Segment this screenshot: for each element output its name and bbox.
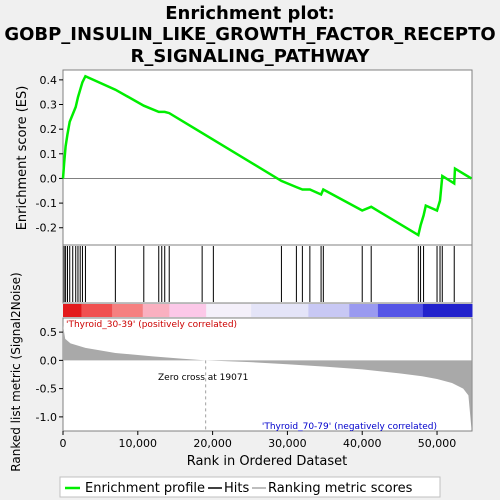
color-bar-segment [206,304,252,317]
legend-box [59,476,441,498]
color-bar-segment [377,304,424,317]
x-tick-label: 50,000 [418,437,457,450]
x-tick-label: 40,000 [343,437,382,450]
x-tick-label: 10,000 [119,437,158,450]
x-tick-label: 0 [60,437,67,450]
es-y-axis: -0.2 -0.1 0.0 0.1 0.2 0.3 0.4 [36,74,63,235]
hits-marks [63,246,455,302]
legend-enrichment-label: Enrichment profile [85,481,205,496]
positive-correlation-label: 'Thyroid_30-39' (positively correlated) [66,320,237,330]
x-axis: 0 10,000 20,000 30,000 40,000 50,000 [60,431,457,450]
es-y-tick-label: -0.1 [36,197,57,210]
es-y-tick-label: -0.2 [36,222,57,235]
x-axis-label: Rank in Ordered Dataset [187,454,348,469]
metric-y-axis-label: Ranked list metric (Signal2Noise) [9,272,23,471]
es-y-tick-label: 0.0 [40,172,58,185]
zero-cross-label: Zero cross at 19071 [158,373,248,383]
hits-panel [62,244,473,304]
chart-title-line3: R_SIGNALING_PATHWAY [130,46,370,67]
metric-y-tick-label: -1.0 [36,411,57,424]
color-bar-segment [112,304,144,317]
metric-y-tick-label: -0.5 [36,383,57,396]
x-tick-label: 30,000 [268,437,307,450]
es-y-axis-label: Enrichment score (ES) [15,86,30,231]
metric-y-axis: -1.0 -0.5 0.0 0.5 [36,326,63,424]
x-tick-label: 20,000 [193,437,232,450]
color-bar-segment [142,304,170,317]
color-bar-segment [169,304,207,317]
chart-title-line2: GOBP_INSULIN_LIKE_GROWTH_FACTOR_RECEPTO [4,24,495,45]
negative-correlation-label: 'Thyroid_70-79' (negatively correlated) [262,422,437,432]
rank-color-bar [63,304,473,317]
es-y-tick-label: 0.2 [40,123,58,136]
metric-plot-area [62,317,473,432]
legend-hits-label: Hits [224,481,249,496]
es-y-tick-label: 0.1 [40,148,58,161]
chart-title-line1: Enrichment plot: [165,3,335,24]
color-bar-segment [308,304,350,317]
metric-y-tick-label: 0.5 [40,326,58,339]
metric-y-tick-label: 0.0 [40,354,58,367]
color-bar-segment [81,304,113,317]
color-bar-segment [251,304,309,317]
color-bar-segment [422,304,473,317]
color-bar-segment [349,304,379,317]
es-plot-area [62,69,473,246]
enrichment-profile-line [61,74,473,238]
es-y-tick-label: 0.3 [40,99,58,112]
color-bar-segment [63,304,82,317]
es-y-tick-label: 0.4 [40,74,58,87]
legend-ranking-label: Ranking metric scores [268,481,413,496]
